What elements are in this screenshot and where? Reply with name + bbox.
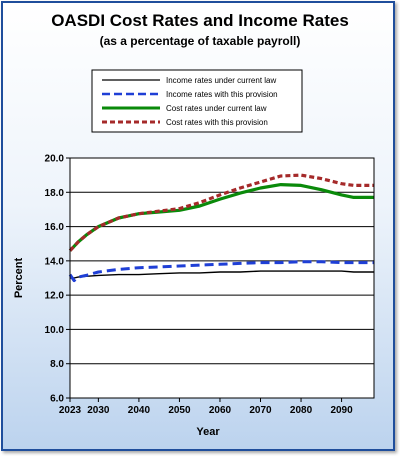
legend-label: Income rates under current law bbox=[166, 76, 276, 85]
x-tick-label: 2030 bbox=[87, 405, 110, 416]
chart-subtitle: (as a percentage of taxable payroll) bbox=[99, 34, 301, 48]
x-tick-label: 2040 bbox=[128, 405, 151, 416]
x-tick-label: 2080 bbox=[290, 405, 313, 416]
y-tick-label: 18.0 bbox=[45, 188, 65, 199]
x-tick-label: 2090 bbox=[330, 405, 353, 416]
x-axis-ticks: 2023 2030 2040 2050 2060 2070 2080 2090 bbox=[59, 398, 353, 416]
x-tick-label: 2070 bbox=[249, 405, 272, 416]
legend-label: Income rates with this provision bbox=[166, 90, 278, 99]
y-tick-label: 14.0 bbox=[45, 256, 65, 267]
chart-title: OASDI Cost Rates and Income Rates bbox=[51, 11, 349, 30]
plot-area bbox=[70, 158, 374, 398]
series-lines bbox=[68, 173, 374, 283]
y-axis-label: Percent bbox=[13, 257, 25, 298]
plot-border bbox=[69, 157, 375, 399]
y-tick-label: 8.0 bbox=[50, 359, 64, 370]
x-tick-label: 2060 bbox=[209, 405, 232, 416]
series-line-cost-rates-with-this-provision bbox=[68, 173, 374, 252]
y-tick-label: 12.0 bbox=[45, 291, 65, 302]
series-line-cost-rates-under-current-law bbox=[68, 183, 374, 252]
x-tick-label: 2050 bbox=[168, 405, 191, 416]
legend-label: Cost rates with this provision bbox=[166, 118, 268, 127]
legend-label: Cost rates under current law bbox=[166, 104, 267, 113]
y-tick-label: 16.0 bbox=[45, 222, 65, 233]
x-tick-label: 2023 bbox=[59, 405, 82, 416]
legend: Income rates under current law Income rat… bbox=[91, 69, 303, 133]
x-axis-label: Year bbox=[196, 426, 220, 438]
y-tick-label: 10.0 bbox=[45, 325, 65, 336]
y-tick-label: 6.0 bbox=[50, 394, 64, 405]
series-line-income-rates-with-this-provision bbox=[68, 260, 374, 283]
y-tick-label: 20.0 bbox=[45, 154, 65, 165]
y-axis-ticks: 6.0 8.0 10.0 12.0 14.0 16.0 18.0 20.0 bbox=[45, 154, 70, 405]
